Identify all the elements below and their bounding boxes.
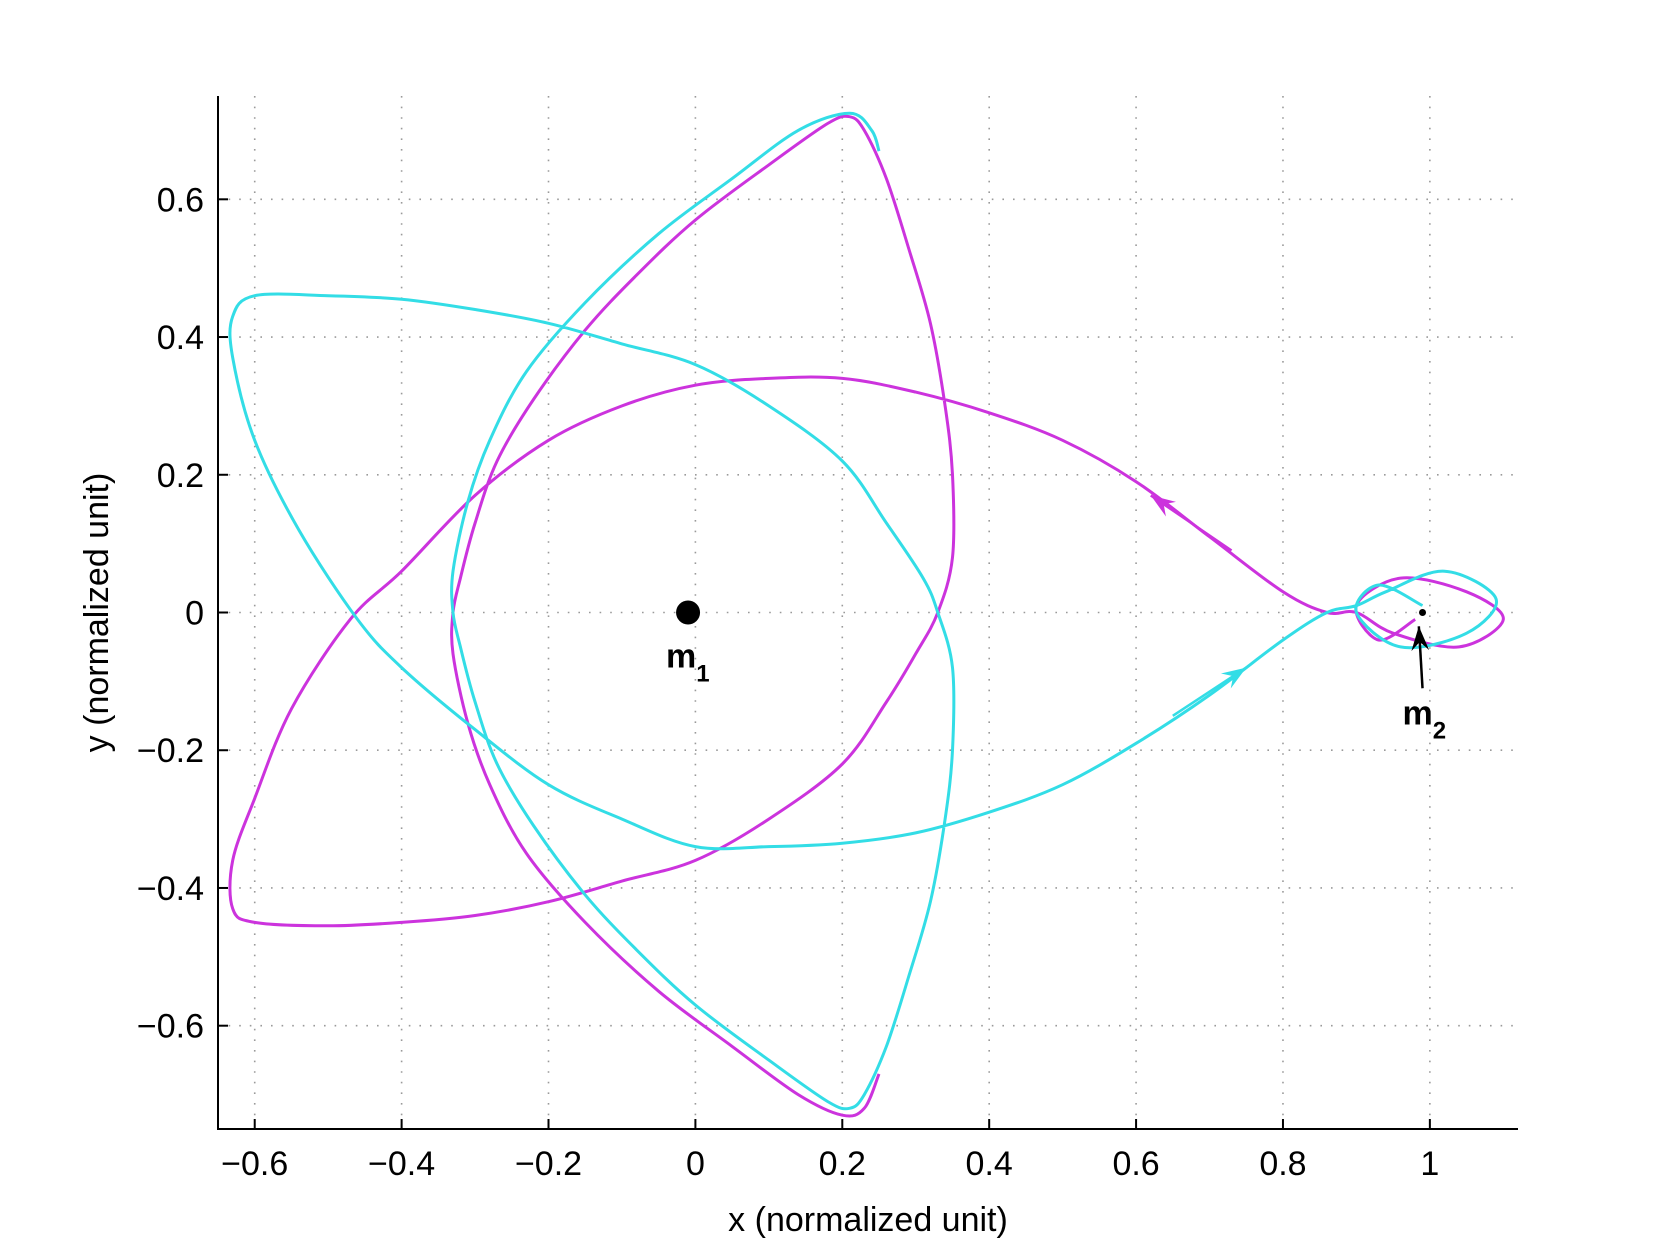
mass-points: m1 m2: [666, 600, 1447, 745]
x-tick-label: 0.8: [1259, 1145, 1306, 1183]
arrow-head: [1411, 626, 1430, 652]
y-tick-label: 0: [185, 595, 204, 633]
arrow-shaft: [1150, 494, 1233, 552]
mass-m2-label: m2: [1403, 695, 1447, 745]
x-tick-label: −0.6: [221, 1145, 288, 1183]
y-axis-label: y (normalized unit): [78, 473, 116, 753]
y-tick-label: 0.2: [157, 457, 204, 495]
y-tick-label: −0.6: [137, 1008, 204, 1046]
y-tick-label: 0.4: [157, 319, 204, 357]
x-tick-label: 0: [686, 1145, 705, 1183]
trajectory-line-1: [228, 114, 1505, 1118]
arrow-head: [1220, 667, 1247, 689]
mass-m2-dot: [1419, 609, 1427, 616]
tick-labels: −0.6 −0.4 −0.2 0 0.2 0.4 0.6 0.8 1 0.6 0.4 0.2 0 −0.2…: [137, 181, 1439, 1183]
x-tick-label: 0.4: [966, 1145, 1013, 1183]
mass-m1-dot: [676, 600, 701, 625]
y-tick-label: −0.4: [137, 870, 204, 908]
y-tick-label: 0.6: [157, 181, 204, 219]
trajectory-line-2: [228, 111, 1498, 1111]
axes: [217, 96, 1518, 1130]
y-tick-label: −0.2: [137, 732, 204, 770]
axis-lines: [217, 96, 1518, 1130]
mass-m1-label: m1: [666, 638, 710, 688]
x-tick-label: 1: [1420, 1145, 1439, 1183]
x-tick-label: 0.6: [1112, 1145, 1159, 1183]
x-tick-label: 0.2: [819, 1145, 866, 1183]
series-layer: [228, 111, 1505, 1118]
arrow-head: [1150, 495, 1176, 517]
x-tick-label: −0.4: [368, 1145, 435, 1183]
x-axis-label: x (normalized unit): [728, 1201, 1008, 1239]
arrow-layer: [1150, 494, 1430, 717]
x-tick-label: −0.2: [515, 1145, 582, 1183]
